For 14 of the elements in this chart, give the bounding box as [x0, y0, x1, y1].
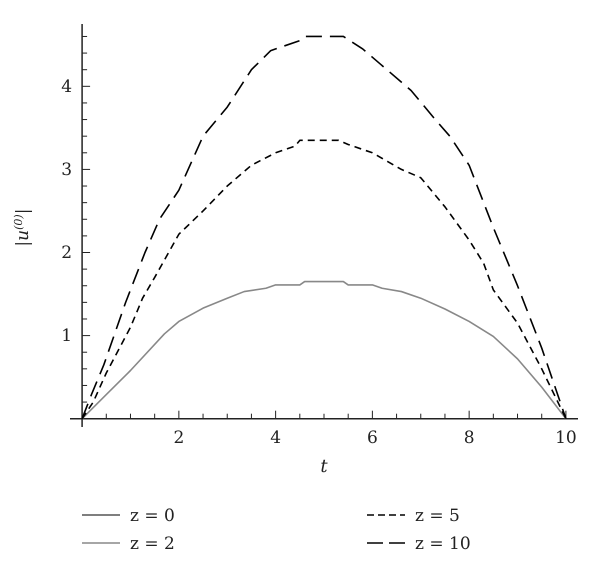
y-tick-label: 3	[61, 160, 72, 180]
x-tick-label: 8	[464, 428, 475, 448]
legend-label: z = 5	[415, 506, 460, 526]
y-tick-label: 2	[61, 242, 72, 263]
x-tick-label: 2	[173, 428, 184, 448]
x-tick-label: 10	[555, 428, 577, 448]
y-tick-label: 4	[61, 76, 72, 97]
legend-label: z = 0	[130, 506, 175, 526]
x-tick-label: 6	[366, 428, 378, 448]
x-axis-title: t	[320, 456, 328, 477]
legend-label: z = 10	[415, 534, 471, 554]
x-tick-label: 4	[270, 428, 282, 448]
y-tick-label: 1	[61, 326, 72, 346]
legend-label: z = 2	[130, 534, 175, 554]
